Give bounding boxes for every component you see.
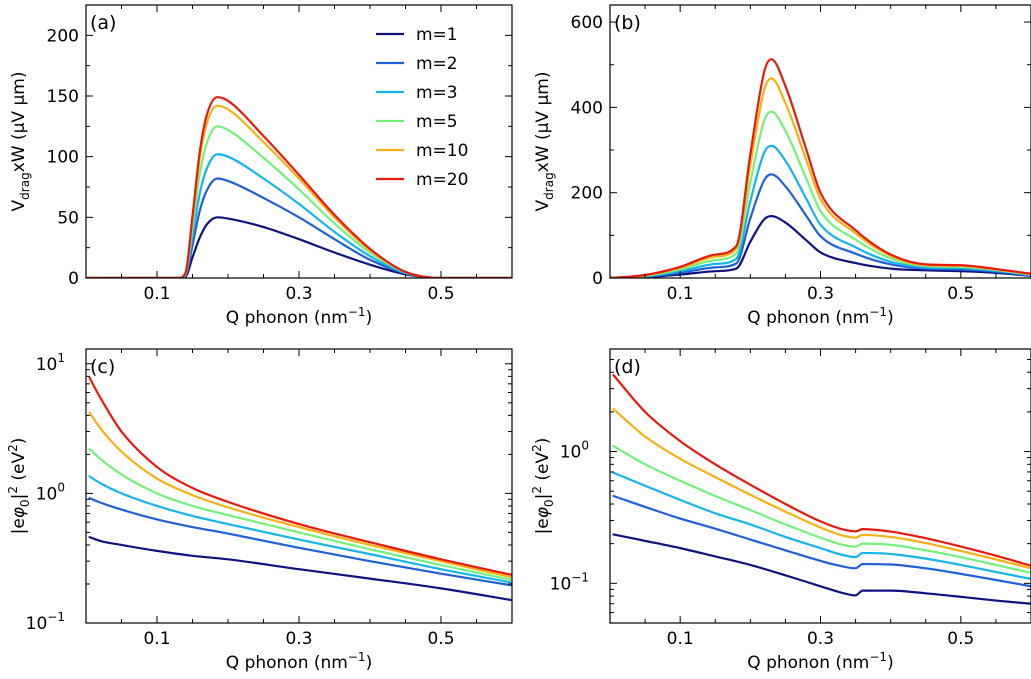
series-line-m2	[88, 496, 512, 587]
series-line-m3	[612, 471, 1031, 581]
panel-c: 0.1 0.3 0.5 Q phonon (nm−1) 10−1 100 101 |eφ0|2…	[6, 348, 513, 673]
panel-a: 0.1 0.3 0.5 Q phonon (nm−1) 0 50 100 150 200 Vdra…	[9, 4, 513, 328]
y-axis: 10−1 100 101	[26, 351, 512, 634]
x-axis: 0.1 0.3 0.5	[121, 349, 477, 649]
y-tick-label: 100	[560, 439, 589, 463]
x-tick-label: 0.3	[285, 629, 312, 649]
y-axis-label: |eφ0|2 (eV2)	[530, 438, 556, 535]
y-axis: 0 50 100 150 200	[47, 4, 512, 289]
x-axis: 0.1 0.3 0.5	[121, 5, 477, 304]
x-tick-label: 0.1	[143, 284, 170, 304]
panel-b: 0.1 0.3 0.5 Q phonon (nm−1) 0 200 400 600 Vdragx…	[533, 4, 1031, 328]
series-line-m10	[612, 407, 1031, 570]
legend-label: m=5	[416, 112, 458, 132]
series-line-m10	[88, 411, 512, 579]
x-tick-label: 0.5	[427, 284, 454, 304]
series-line-m5	[612, 444, 1031, 574]
series-line-m1	[610, 215, 1031, 278]
x-tick-label: 0.5	[427, 629, 454, 649]
y-tick-label: 100	[36, 480, 65, 504]
y-tick-label: 10−1	[550, 570, 589, 594]
legend-label: m=20	[416, 170, 468, 190]
x-axis-label: Q phonon (nm−1)	[747, 305, 893, 328]
y-tick-label: 600	[571, 13, 603, 33]
x-axis: 0.1 0.3 0.5	[644, 5, 997, 304]
series-line-m5	[88, 447, 512, 582]
y-axis: 0 200 400 600	[571, 13, 1031, 289]
series-line-m3	[88, 475, 512, 584]
y-tick-label: 150	[47, 87, 79, 107]
panel-d: 0.1 0.3 0.5 Q phonon (nm−1) 10−1 100|eφ0|2 (e…	[530, 348, 1031, 673]
x-tick-label: 0.1	[667, 629, 694, 649]
y-tick-label: 0	[592, 269, 603, 289]
y-tick-label: 0	[68, 269, 79, 289]
series-line-m20	[86, 96, 512, 278]
series-line-m2	[612, 494, 1031, 588]
series-group	[86, 96, 512, 278]
series-line-m2	[86, 177, 512, 278]
series-line-m3	[610, 144, 1031, 278]
y-axis: 10−1 100	[550, 348, 1031, 624]
x-tick-label: 0.3	[285, 284, 312, 304]
y-tick-label: 400	[571, 98, 603, 118]
x-tick-label: 0.3	[807, 629, 834, 649]
plot-frame	[609, 348, 1031, 624]
panel-label: (d)	[614, 356, 641, 378]
series-group	[88, 376, 512, 602]
y-axis-label: VdragxW (μV μm)	[533, 72, 556, 212]
y-tick-label: 50	[57, 208, 79, 228]
legend-label: m=1	[416, 25, 458, 45]
panel-label: (a)	[90, 12, 116, 34]
series-line-m20	[88, 376, 512, 576]
y-tick-label: 200	[47, 26, 79, 46]
legend-label: m=3	[416, 83, 458, 103]
series-line-m2	[610, 173, 1031, 278]
x-tick-label: 0.1	[143, 629, 170, 649]
series-group	[610, 58, 1031, 278]
legend: m=1 m=2 m=3 m=5 m=10 m=20	[376, 25, 468, 190]
series-line-m10	[610, 77, 1031, 278]
series-line-m20	[612, 374, 1031, 567]
x-tick-label: 0.3	[807, 284, 834, 304]
y-axis-label: |eφ0|2 (eV2)	[6, 438, 32, 535]
series-group	[612, 374, 1031, 605]
x-axis: 0.1 0.3 0.5	[644, 349, 997, 649]
x-axis-label: Q phonon (nm−1)	[747, 650, 893, 673]
y-tick-label: 10−1	[26, 610, 65, 634]
x-tick-label: 0.5	[947, 284, 974, 304]
panel-label: (b)	[614, 12, 641, 34]
series-line-m1	[86, 216, 512, 278]
panel-label: (c)	[90, 356, 115, 378]
y-axis-label: VdragxW (μV μm)	[9, 72, 32, 212]
legend-label: m=2	[416, 54, 458, 74]
x-axis-label: Q phonon (nm−1)	[226, 650, 372, 673]
x-axis-label: Q phonon (nm−1)	[226, 305, 372, 328]
y-tick-label: 200	[571, 184, 603, 204]
series-line-m1	[612, 533, 1031, 605]
plot-frame	[85, 348, 513, 624]
y-tick-label: 101	[36, 351, 65, 375]
x-tick-label: 0.5	[947, 629, 974, 649]
series-line-m1	[88, 536, 512, 602]
y-tick-label: 100	[47, 148, 79, 168]
legend-label: m=10	[416, 141, 468, 161]
series-line-m20	[610, 58, 1031, 278]
x-tick-label: 0.1	[667, 284, 694, 304]
